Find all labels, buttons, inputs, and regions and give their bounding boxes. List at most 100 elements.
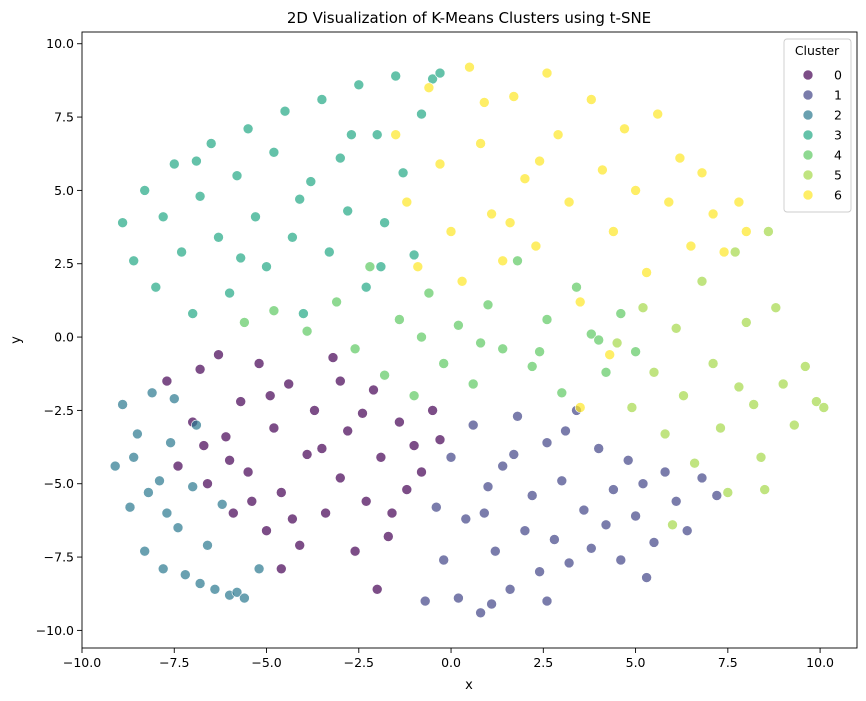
data-point	[371, 129, 383, 140]
data-point	[811, 396, 822, 407]
data-point	[818, 402, 830, 413]
data-point	[486, 208, 497, 220]
data-point	[298, 308, 309, 319]
data-point	[604, 349, 616, 361]
data-point	[242, 466, 254, 478]
data-point	[390, 129, 402, 140]
series-cluster-3	[117, 67, 446, 319]
data-point	[416, 331, 427, 343]
legend-item: 3	[802, 128, 842, 143]
data-point	[216, 498, 228, 510]
data-point	[434, 67, 446, 79]
legend-item: 4	[802, 148, 842, 163]
data-point	[294, 193, 306, 205]
x-tick-label: 5.0	[626, 655, 646, 670]
data-point	[497, 255, 509, 267]
data-point	[268, 305, 280, 317]
data-point	[423, 82, 435, 93]
data-point	[763, 226, 774, 237]
data-point	[132, 428, 143, 440]
data-point	[571, 281, 582, 293]
data-point	[526, 361, 538, 372]
legend-title: Cluster	[795, 43, 840, 58]
data-point	[585, 542, 597, 554]
data-point	[172, 460, 184, 472]
data-point	[615, 554, 627, 566]
data-point	[659, 428, 671, 440]
data-point	[445, 451, 457, 463]
data-point	[608, 484, 619, 495]
data-point	[678, 390, 689, 402]
data-point	[176, 246, 187, 258]
data-point	[497, 460, 509, 472]
data-point	[641, 267, 652, 278]
data-point	[235, 252, 246, 264]
data-point	[154, 475, 165, 487]
data-point	[231, 170, 243, 181]
data-point	[478, 507, 490, 519]
data-point	[334, 152, 346, 164]
data-point	[770, 302, 782, 314]
data-point	[320, 507, 331, 519]
data-point	[748, 399, 760, 410]
data-point	[357, 407, 368, 419]
data-point	[187, 481, 198, 493]
data-point	[615, 308, 627, 319]
data-point	[689, 457, 700, 469]
data-point	[264, 390, 276, 402]
data-point	[593, 334, 605, 346]
data-point	[475, 607, 486, 619]
legend-items: 0 1 2 3 4 5 6	[802, 68, 842, 203]
data-point	[268, 422, 280, 434]
data-point	[394, 416, 405, 428]
data-point	[202, 539, 213, 551]
data-point	[467, 419, 479, 431]
data-point	[150, 281, 162, 293]
legend-label: 2	[834, 108, 842, 123]
data-point	[228, 507, 239, 519]
data-point	[283, 378, 295, 390]
data-point	[194, 363, 206, 375]
x-tick-label: 0.0	[441, 655, 461, 670]
data-point	[549, 534, 560, 545]
data-point	[261, 261, 272, 273]
legend-item: 1	[802, 88, 842, 103]
data-point	[696, 167, 708, 179]
data-point	[585, 94, 597, 105]
data-point	[541, 595, 553, 607]
data-point	[194, 578, 206, 589]
data-point	[205, 138, 217, 149]
data-point	[194, 191, 206, 202]
data-point	[250, 211, 261, 223]
data-point	[578, 504, 590, 516]
legend-marker	[802, 129, 814, 141]
data-point	[275, 563, 287, 575]
data-point	[482, 299, 494, 311]
legend-label: 1	[834, 88, 842, 103]
data-point	[349, 343, 361, 355]
data-point	[475, 138, 486, 149]
data-point	[128, 451, 139, 463]
data-point	[161, 507, 173, 519]
data-point	[128, 255, 139, 267]
x-tick-label: −2.5	[344, 655, 374, 670]
data-point	[412, 261, 424, 273]
data-point	[143, 487, 154, 498]
data-point	[331, 296, 342, 308]
data-point	[427, 73, 438, 85]
data-point	[261, 525, 272, 537]
data-point	[334, 375, 346, 387]
data-point	[759, 484, 771, 495]
data-point	[707, 358, 719, 369]
data-point	[368, 384, 379, 396]
legend-item: 5	[802, 168, 842, 183]
data-point	[467, 378, 479, 390]
data-point	[213, 349, 224, 361]
data-point	[670, 495, 682, 507]
data-point	[541, 437, 553, 449]
series-cluster-0	[161, 349, 446, 595]
data-point	[600, 519, 612, 531]
y-axis: −10.0 −7.5 −5.0 −2.5 0.0 2.5 5.0 7.5 10.0	[36, 36, 82, 638]
series-cluster-2	[109, 387, 265, 604]
